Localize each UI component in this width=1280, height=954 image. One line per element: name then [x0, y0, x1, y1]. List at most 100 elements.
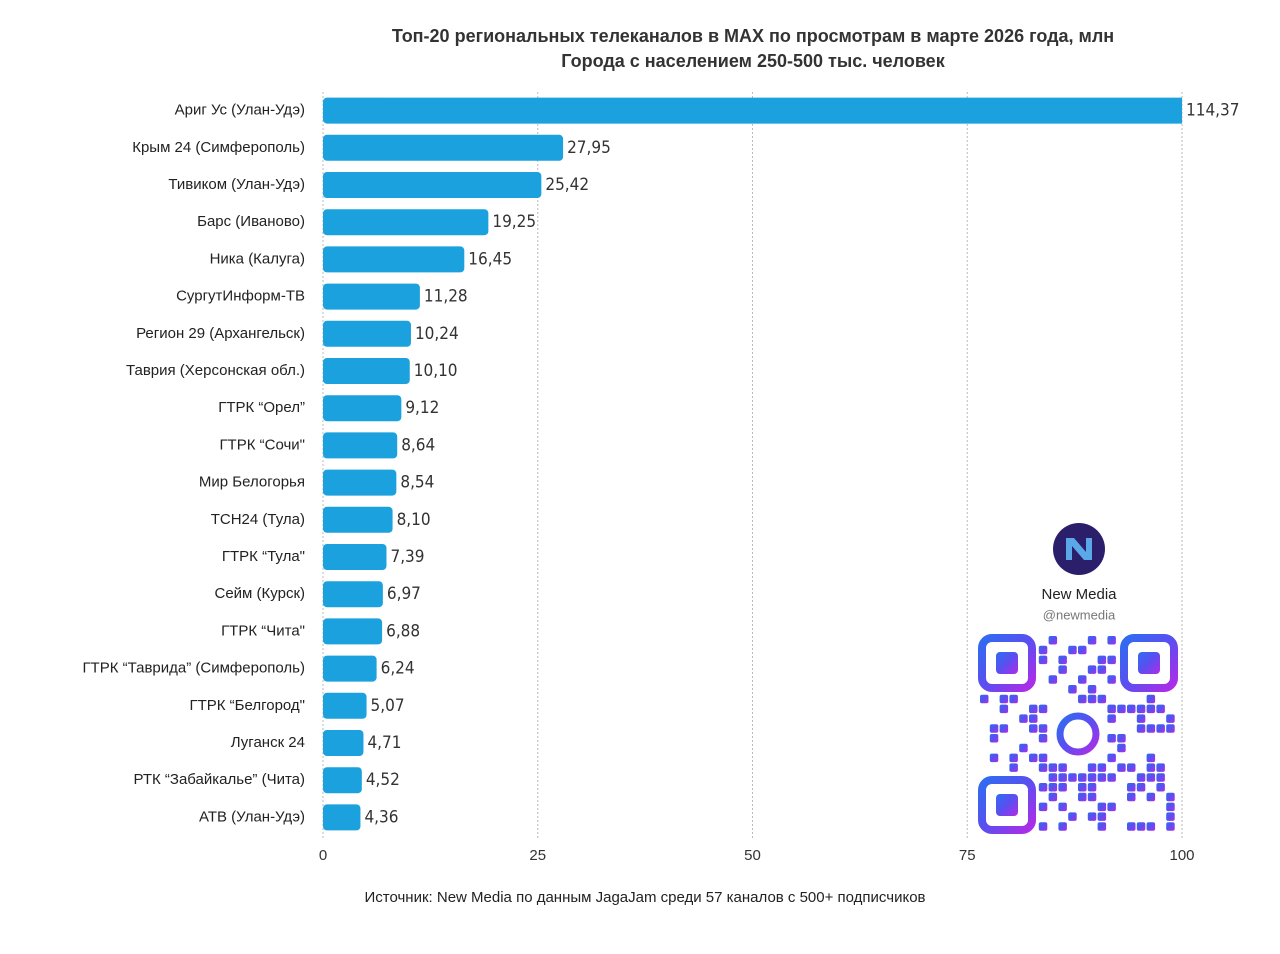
bar: [323, 395, 402, 422]
qr-module: [1019, 714, 1028, 723]
value-label: 5,07: [371, 696, 405, 716]
y-tick-label: АТВ (Улан-Удэ): [199, 808, 305, 825]
value-label: 6,97: [387, 584, 421, 604]
qr-finder: [1138, 652, 1160, 674]
x-tick-label: 75: [959, 847, 976, 864]
qr-module: [1127, 822, 1136, 831]
value-label: 10,24: [415, 324, 459, 344]
logo-mark: [1066, 538, 1092, 560]
y-tick-label: ТСН24 (Тула): [211, 511, 305, 528]
qr-module: [1058, 783, 1067, 792]
qr-module: [1087, 783, 1097, 792]
x-tick-label: 25: [529, 847, 546, 864]
value-label: 114,37: [1186, 101, 1240, 121]
qr-module: [1166, 802, 1175, 812]
qr-module: [1156, 763, 1165, 772]
bar: [323, 767, 362, 794]
qr-module: [1038, 645, 1048, 655]
qr-module: [1078, 783, 1087, 792]
qr-module: [1009, 753, 1018, 763]
qr-finder: [978, 634, 1036, 692]
qr-module: [1097, 812, 1107, 821]
qr-module: [1127, 783, 1136, 792]
qr-module: [1078, 675, 1087, 684]
bar: [323, 209, 489, 236]
qr-module: [1087, 694, 1097, 704]
qr-module: [989, 734, 999, 743]
value-label: 8,64: [401, 435, 435, 455]
qr-module: [1087, 792, 1097, 802]
value-label: 25,42: [545, 175, 589, 195]
x-tick-label: 100: [1169, 847, 1194, 864]
bar: [323, 730, 364, 756]
qr-module: [1038, 734, 1048, 743]
qr-module: [1078, 645, 1087, 655]
qr-module: [1087, 685, 1097, 694]
y-tick-label: Барс (Иваново): [197, 213, 305, 230]
bar: [323, 581, 383, 608]
value-label: 16,45: [468, 249, 512, 269]
y-tick-label: ГТРК “Белгород": [189, 697, 305, 714]
bar: [323, 172, 542, 198]
value-label: 4,36: [364, 807, 398, 827]
qr-module: [1156, 773, 1165, 782]
qr-module: [1166, 724, 1175, 733]
qr-module: [1107, 753, 1116, 763]
x-tick-label: 0: [319, 847, 327, 864]
qr-module: [1146, 822, 1156, 831]
qr-module: [1029, 714, 1038, 723]
qr-center: [1056, 712, 1100, 756]
value-label: 7,39: [390, 547, 424, 567]
qr-module: [1029, 753, 1038, 763]
qr-module: [1068, 645, 1077, 655]
qr-module: [1127, 763, 1136, 772]
value-label: 27,95: [567, 138, 611, 158]
qr-module: [1146, 763, 1156, 772]
qr-module: [1166, 822, 1175, 831]
qr-module: [1146, 792, 1156, 802]
qr-module: [1146, 753, 1156, 763]
qr-module: [1166, 812, 1175, 821]
qr-module: [1107, 655, 1116, 665]
y-tick-label: СургутИнформ-ТВ: [176, 288, 305, 305]
qr-module: [1048, 675, 1058, 684]
qr-module: [1029, 724, 1038, 733]
value-label: 4,71: [367, 733, 401, 753]
value-label: 8,10: [397, 510, 431, 530]
qr-module: [1136, 773, 1146, 782]
qr-module: [1048, 763, 1058, 772]
x-tick-label: 50: [744, 847, 761, 864]
y-tick-label: Луганск 24: [231, 734, 305, 751]
qr-module: [1058, 665, 1067, 674]
y-tick-label: Тивиком (Улан-Удэ): [168, 176, 305, 193]
qr-module: [1058, 802, 1067, 812]
qr-module: [1048, 792, 1058, 802]
qr-module: [1038, 763, 1048, 772]
qr-module: [989, 724, 999, 733]
value-label: 11,28: [424, 287, 468, 307]
bar: [323, 655, 377, 682]
bars: [323, 97, 1182, 831]
qr-module: [1097, 773, 1107, 782]
qr-module: [1156, 724, 1165, 733]
qr-module: [1117, 743, 1126, 753]
bar: [323, 97, 1182, 124]
qr-module: [1107, 714, 1116, 723]
chart-subtitle: Города с населением 250-500 тыс. человек: [561, 51, 945, 71]
bar: [323, 358, 410, 384]
y-tick-label: ГТРК “Сочи": [219, 436, 305, 453]
qr-module: [1058, 655, 1067, 665]
bar: [323, 134, 564, 161]
qr-module: [1068, 812, 1077, 821]
qr-finder: [978, 776, 1036, 834]
qr-module: [1136, 704, 1146, 714]
qr-module: [1117, 734, 1126, 743]
qr-module: [1117, 704, 1126, 714]
y-tick-label: РТК “Забайкалье” (Чита): [134, 771, 305, 788]
qr-module: [1068, 685, 1077, 694]
brand-handle: @newmedia: [1043, 607, 1116, 622]
qr-module: [1107, 636, 1116, 645]
qr-module: [1019, 743, 1028, 753]
qr-module: [1146, 773, 1156, 782]
qr-module: [1166, 714, 1175, 723]
